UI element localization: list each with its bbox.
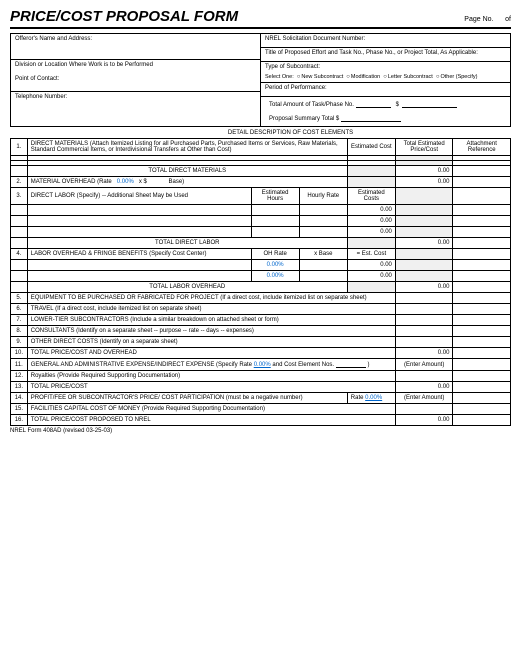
- period-field[interactable]: Period of Performance:: [261, 83, 510, 97]
- r3-v2: 0.00: [347, 216, 395, 227]
- tot-lo-val: 0.00: [395, 282, 453, 293]
- r9-desc: OTHER DIRECT COSTS (Identify on a separa…: [27, 337, 395, 348]
- form-footer: NREL Form 408AD (revised 03-25-03): [10, 428, 511, 434]
- r13-val: 0.00: [395, 382, 453, 393]
- r3-desc: DIRECT LABOR (Specify) -- Additional She…: [27, 188, 251, 205]
- r10-desc: TOTAL PRICE/COST AND OVERHEAD: [27, 348, 395, 359]
- form-title: PRICE/COST PROPOSAL FORM: [10, 8, 238, 25]
- col-est-cost: Estimated Cost: [347, 139, 395, 156]
- select-one-label: Select One:: [265, 74, 294, 80]
- offeror-field[interactable]: Offeror's Name and Address:: [11, 34, 260, 60]
- col-x-base: x Base: [299, 249, 347, 260]
- radio-other[interactable]: Other (Specify): [436, 74, 478, 80]
- tot-lo: TOTAL LABOR OVERHEAD: [27, 282, 347, 293]
- r14-rate-lbl: Rate: [351, 395, 364, 401]
- r2-num: 2.: [11, 177, 28, 188]
- col-att-ref: Attachment Reference: [453, 139, 511, 156]
- r1-desc: DIRECT MATERIALS (Attach Itemized Listin…: [27, 139, 347, 156]
- r7-desc: LOWER-TIER SUBCONTRACTORS (Include a sim…: [27, 315, 395, 326]
- r14-rate[interactable]: 0.00%: [365, 395, 382, 401]
- pageno-of: of: [505, 16, 511, 23]
- poc-field[interactable]: Point of Contact:: [15, 76, 256, 82]
- r8-num: 8.: [11, 326, 28, 337]
- r7-num: 7.: [11, 315, 28, 326]
- r4-v2: 0.00: [347, 271, 395, 282]
- r4-desc: LABOR OVERHEAD & FRINGE BENEFITS (Specif…: [27, 249, 251, 260]
- tot-dl: TOTAL DIRECT LABOR: [27, 238, 347, 249]
- r12-desc: Royalties (Provide Required Supporting D…: [27, 371, 395, 382]
- proposal-summary-label: Proposal Summary Total $: [269, 116, 339, 122]
- radio-mod[interactable]: Modification: [346, 74, 380, 80]
- telephone-field[interactable]: Telephone Number:: [11, 92, 260, 118]
- col-tot-est: Total Estimated Price/Cost: [395, 139, 453, 156]
- r11-enter[interactable]: (Enter Amount): [395, 359, 453, 371]
- col-est-hours: Estimated Hours: [251, 188, 299, 205]
- r12-num: 12.: [11, 371, 28, 382]
- header-info: Offeror's Name and Address: Division or …: [10, 33, 511, 127]
- r14-desc: PROFIT/FEE OR SUBCONTRACTOR'S PRICE/ COS…: [27, 393, 347, 404]
- col-oh-rate: OH Rate: [251, 249, 299, 260]
- title-effort-field[interactable]: Title of Proposed Effort and Task No., P…: [261, 48, 510, 62]
- r11-desc2: and Cost Element Nos.: [272, 362, 334, 368]
- r4-num: 4.: [11, 249, 28, 260]
- radio-letter[interactable]: Letter Subcontract: [383, 74, 433, 80]
- r14-enter[interactable]: (Enter Amount): [395, 393, 453, 404]
- r14-num: 14.: [11, 393, 28, 404]
- cost-table: 1. DIRECT MATERIALS (Attach Itemized Lis…: [10, 138, 511, 426]
- tot-dm-val: 0.00: [395, 166, 453, 177]
- r2-val: 0.00: [395, 177, 453, 188]
- r15-num: 15.: [11, 404, 28, 415]
- radio-new[interactable]: New Subcontract: [297, 74, 344, 80]
- r2-rate[interactable]: 0.00%: [117, 179, 134, 185]
- r3-v3: 0.00: [347, 227, 395, 238]
- type-sub-label: Type of Subcontract:: [261, 62, 510, 72]
- r3-v1: 0.00: [347, 205, 395, 216]
- r6-num: 6.: [11, 304, 28, 315]
- r10-val: 0.00: [395, 348, 453, 359]
- r1-num: 1.: [11, 139, 28, 156]
- r3-num: 3.: [11, 188, 28, 205]
- dollar-sign: $: [396, 102, 399, 108]
- tot-dm: TOTAL DIRECT MATERIALS: [27, 166, 347, 177]
- r5-desc: EQUIPMENT TO BE PURCHASED OR FABRICATED …: [27, 293, 395, 304]
- r5-num: 5.: [11, 293, 28, 304]
- pageno-label: Page No.: [464, 16, 493, 23]
- r6-desc: TRAVEL (If a direct cost, include itemiz…: [27, 304, 395, 315]
- section-header: DETAIL DESCRIPTION OF COST ELEMENTS: [10, 127, 511, 138]
- r16-num: 16.: [11, 415, 28, 426]
- r16-desc: TOTAL PRICE/COST PROPOSED TO NREL: [27, 415, 395, 426]
- r13-desc: TOTAL PRICE/COST: [27, 382, 395, 393]
- col-hourly-rate: Hourly Rate: [299, 188, 347, 205]
- col-eq-est: = Est. Cost: [347, 249, 395, 260]
- r9-num: 9.: [11, 337, 28, 348]
- r2-end: Base): [169, 179, 185, 185]
- r11-desc1: GENERAL AND ADMINISTRATIVE EXPENSE/INDIR…: [31, 362, 252, 368]
- total-amount-label: Total Amount of Task/Phase No.: [269, 102, 354, 108]
- r11-num: 11.: [11, 359, 28, 371]
- r11-rate[interactable]: 0.00%: [254, 362, 271, 368]
- solicitation-field[interactable]: NREL Solicitation Document Number:: [261, 34, 510, 48]
- r4-v1: 0.00: [347, 260, 395, 271]
- r2-desc: MATERIAL OVERHEAD (Rate: [31, 179, 112, 185]
- col-est-costs: Estimated Costs: [347, 188, 395, 205]
- r16-val: 0.00: [395, 415, 453, 426]
- r15-desc: FACILITIES CAPITAL COST OF MONEY (Provid…: [27, 404, 395, 415]
- r4-rate1[interactable]: 0.00%: [251, 260, 299, 271]
- r10-num: 10.: [11, 348, 28, 359]
- r13-num: 13.: [11, 382, 28, 393]
- r2-mid: x $: [139, 179, 147, 185]
- r11-desc3: ): [367, 362, 369, 368]
- tot-dl-val: 0.00: [395, 238, 453, 249]
- r8-desc: CONSULTANTS (Identify on a separate shee…: [27, 326, 395, 337]
- r4-rate2[interactable]: 0.00%: [251, 271, 299, 282]
